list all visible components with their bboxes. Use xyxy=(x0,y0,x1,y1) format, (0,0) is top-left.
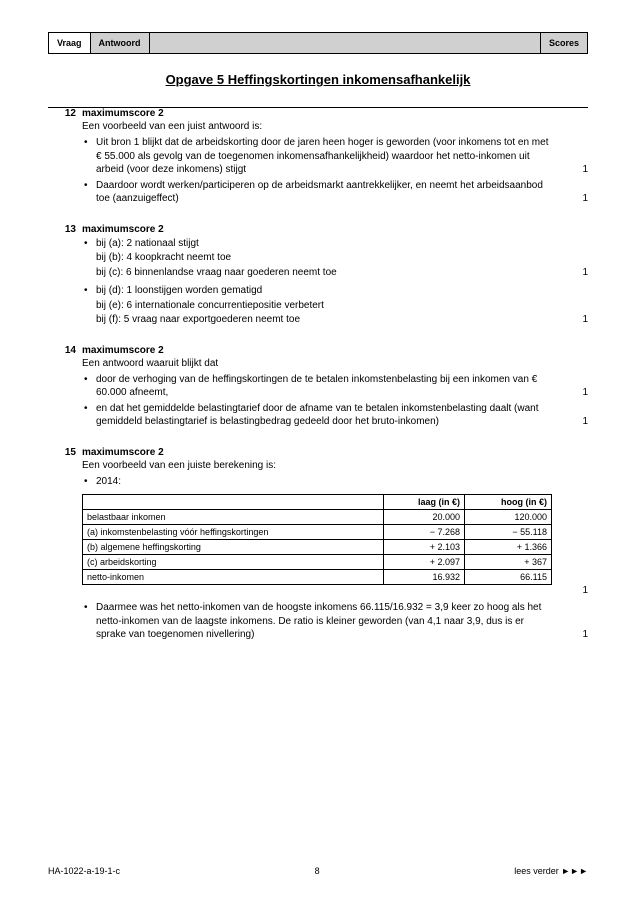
bullet-text: Daarmee was het netto-inkomen van de hoo… xyxy=(96,602,541,640)
tab-vraag[interactable]: Vraag xyxy=(49,33,91,53)
table-cell: + 1.366 xyxy=(464,540,551,555)
tab-antwoord[interactable]: Antwoord xyxy=(91,33,150,53)
sub-line: bij (a): 2 nationaal stijgt xyxy=(96,237,552,251)
bullet-item: door de verhoging van de heffingskorting… xyxy=(82,373,552,400)
bullet-item: bij (d): 1 loonstijgen worden gematigd b… xyxy=(82,284,552,327)
year-label: 2014: xyxy=(96,476,121,487)
score-value: 1 xyxy=(582,313,588,327)
table-cell: − 7.268 xyxy=(384,525,465,540)
bullet-text: door de verhoging van de heffingskorting… xyxy=(96,374,537,399)
table-cell: 20.000 xyxy=(384,510,465,525)
sub-line: bij (f): 5 vraag naar exportgoederen nee… xyxy=(96,314,300,325)
table-cell: 66.115 xyxy=(464,570,551,585)
question-14: 14 maximumscore 2 Een antwoord waaruit b… xyxy=(82,345,552,429)
section-title: Opgave 5 Heffingskortingen inkomensafhan… xyxy=(48,72,588,87)
table-row: (b) algemene heffingskorting + 2.103 + 1… xyxy=(83,540,552,555)
question-13: 13 maximumscore 2 bij (a): 2 nationaal s… xyxy=(82,224,552,327)
tab-bar: Vraag Antwoord Scores xyxy=(48,32,588,54)
score-value: 1 xyxy=(582,415,588,429)
table-cell: 16.932 xyxy=(384,570,465,585)
bullet-text: Uit bron 1 blijkt dat de arbeidskorting … xyxy=(96,137,548,175)
table-cell: + 367 xyxy=(464,555,551,570)
content: 12 maximumscore 2 Een voorbeeld van een … xyxy=(82,108,552,642)
answer-intro: Een voorbeeld van een juiste berekening … xyxy=(82,460,552,471)
bullet-item: en dat het gemiddelde belastingtarief do… xyxy=(82,402,552,429)
bullet-text: en dat het gemiddelde belastingtarief do… xyxy=(96,403,539,428)
sub-line: bij (c): 6 binnenlandse vraag naar goede… xyxy=(96,267,337,278)
tab-spacer xyxy=(150,33,540,53)
question-12: 12 maximumscore 2 Een voorbeeld van een … xyxy=(82,108,552,206)
question-number: 14 xyxy=(50,345,76,356)
score-value: 1 xyxy=(582,163,588,177)
sub-line: bij (e): 6 internationale concurrentiepo… xyxy=(96,299,552,313)
bullet-item: 2014: xyxy=(82,475,552,489)
calc-table: laag (in €) hoog (in €) belastbaar inkom… xyxy=(82,494,552,585)
table-cell: 120.000 xyxy=(464,510,551,525)
table-row: belastbaar inkomen 20.000 120.000 xyxy=(83,510,552,525)
max-score: maximumscore 2 xyxy=(82,447,552,458)
table-cell: (c) arbeidskorting xyxy=(83,555,384,570)
table-cell: + 2.103 xyxy=(384,540,465,555)
footer-right: lees verder ►►► xyxy=(514,866,588,876)
score-value: 1 xyxy=(582,628,588,642)
question-number: 12 xyxy=(50,108,76,119)
question-number: 13 xyxy=(50,224,76,235)
score-value: 1 xyxy=(582,386,588,400)
footer-left: HA-1022-a-19-1-c xyxy=(48,866,120,876)
score-value: 1 xyxy=(582,192,588,206)
answer-intro: Een antwoord waaruit blijkt dat xyxy=(82,358,552,369)
table-row: (a) inkomstenbelasting vóór heffingskort… xyxy=(83,525,552,540)
score-value: 1 xyxy=(582,266,588,280)
table-row: (c) arbeidskorting + 2.097 + 367 xyxy=(83,555,552,570)
max-score: maximumscore 2 xyxy=(82,224,552,235)
bullet-item: bij (a): 2 nationaal stijgt bij (b): 4 k… xyxy=(82,237,552,283)
bullet-text: Daardoor wordt werken/participeren op de… xyxy=(96,180,543,205)
table-cell: + 2.097 xyxy=(384,555,465,570)
table-cell: − 55.118 xyxy=(464,525,551,540)
table-header-row: laag (in €) hoog (in €) xyxy=(83,495,552,510)
table-header: hoog (in €) xyxy=(464,495,551,510)
footer-center: 8 xyxy=(315,866,320,876)
question-number: 15 xyxy=(50,447,76,458)
table-cell: netto-inkomen xyxy=(83,570,384,585)
max-score: maximumscore 2 xyxy=(82,108,552,119)
bullet-item: Daarmee was het netto-inkomen van de hoo… xyxy=(82,601,552,642)
table-cell: (b) algemene heffingskorting xyxy=(83,540,384,555)
sub-line: bij (d): 1 loonstijgen worden gematigd xyxy=(96,284,552,298)
question-15: 15 maximumscore 2 Een voorbeeld van een … xyxy=(82,447,552,642)
table-header: laag (in €) xyxy=(384,495,465,510)
sub-line: bij (b): 4 koopkracht neemt toe xyxy=(96,251,552,265)
score-value: 1 xyxy=(582,585,588,596)
bullet-item: Daardoor wordt werken/participeren op de… xyxy=(82,179,552,206)
table-row: netto-inkomen 16.932 66.115 xyxy=(83,570,552,585)
section-header: Opgave 5 Heffingskortingen inkomensafhan… xyxy=(48,72,588,108)
page: Vraag Antwoord Scores Opgave 5 Heffingsk… xyxy=(0,0,636,900)
table-cell: belastbaar inkomen xyxy=(83,510,384,525)
table-cell: (a) inkomstenbelasting vóór heffingskort… xyxy=(83,525,384,540)
tab-scores[interactable]: Scores xyxy=(540,33,587,53)
footer: HA-1022-a-19-1-c 8 lees verder ►►► xyxy=(48,866,588,876)
max-score: maximumscore 2 xyxy=(82,345,552,356)
bullet-item: Uit bron 1 blijkt dat de arbeidskorting … xyxy=(82,136,552,177)
answer-intro: Een voorbeeld van een juist antwoord is: xyxy=(82,121,552,132)
table-header xyxy=(83,495,384,510)
